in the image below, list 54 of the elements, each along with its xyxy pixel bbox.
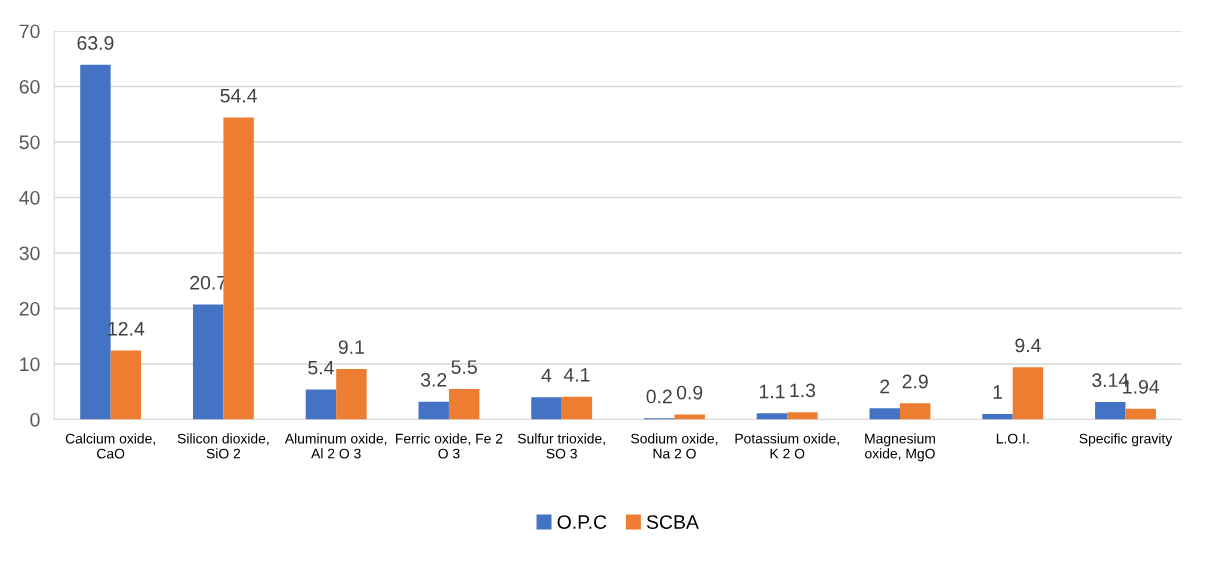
data-label: 54.4 bbox=[220, 89, 257, 103]
bar bbox=[1125, 408, 1156, 420]
data-label: 63.9 bbox=[77, 36, 114, 50]
bar bbox=[223, 117, 254, 420]
y-tick-label: 20 bbox=[19, 301, 40, 316]
bar bbox=[561, 396, 593, 420]
legend-label: O.P.C bbox=[557, 515, 607, 529]
bar bbox=[1012, 367, 1044, 420]
bar bbox=[305, 389, 337, 420]
data-label: 5.4 bbox=[308, 360, 334, 375]
y-tick-label: 60 bbox=[19, 79, 40, 94]
data-label: 1.1 bbox=[759, 384, 785, 399]
x-tick-label: Calcium oxide, CaO bbox=[65, 433, 155, 459]
y-tick-label: 70 bbox=[19, 24, 40, 39]
bar bbox=[756, 413, 788, 420]
data-label: 2.9 bbox=[902, 374, 928, 389]
x-tick-label: Sodium oxide, Na 2 O bbox=[631, 433, 718, 459]
data-label: 4 bbox=[541, 368, 552, 383]
x-tick-label: Sulfur trioxide, SO 3 bbox=[517, 433, 605, 459]
data-label: 1.3 bbox=[790, 383, 816, 398]
bar bbox=[674, 414, 705, 420]
bar bbox=[787, 412, 818, 420]
bar bbox=[336, 368, 367, 420]
data-label: 5.5 bbox=[451, 360, 477, 374]
data-label: 0.9 bbox=[676, 385, 703, 400]
data-label: 1 bbox=[993, 385, 1002, 399]
x-tick-label: L.O.I. bbox=[996, 433, 1029, 444]
x-tick-label: Silicon dioxide, SiO 2 bbox=[177, 433, 269, 459]
data-label: 9.4 bbox=[1015, 338, 1041, 353]
bar bbox=[531, 397, 562, 420]
bar bbox=[982, 413, 1013, 420]
x-tick-label: Magnesium oxide, MgO bbox=[865, 433, 935, 462]
x-tick-label: Ferric oxide, Fe 2 O 3 bbox=[396, 433, 503, 459]
x-tick-label: Potassium oxide, K 2 O bbox=[735, 433, 839, 459]
y-tick-label: 10 bbox=[20, 357, 40, 372]
data-label: 3.2 bbox=[420, 372, 447, 387]
bar bbox=[448, 388, 480, 420]
bar bbox=[1095, 402, 1126, 420]
x-tick-label: Specific gravity bbox=[1079, 433, 1173, 447]
bar bbox=[899, 403, 931, 420]
data-label: 2 bbox=[880, 379, 890, 394]
bar bbox=[110, 350, 142, 420]
data-label: 0.2 bbox=[646, 389, 672, 404]
legend-label: SCBA bbox=[646, 515, 699, 529]
y-tick-label: 40 bbox=[19, 190, 40, 205]
y-tick-label: 30 bbox=[19, 246, 40, 261]
bar bbox=[869, 408, 900, 420]
y-tick-label: 50 bbox=[19, 135, 40, 150]
y-tick-label: 0 bbox=[30, 412, 40, 427]
bar bbox=[192, 304, 224, 420]
data-label: 4.1 bbox=[563, 368, 590, 382]
data-label: 9.1 bbox=[338, 340, 364, 354]
bar bbox=[418, 401, 449, 420]
x-tick-label: Aluminum oxide, Al 2 O 3 bbox=[284, 433, 387, 459]
